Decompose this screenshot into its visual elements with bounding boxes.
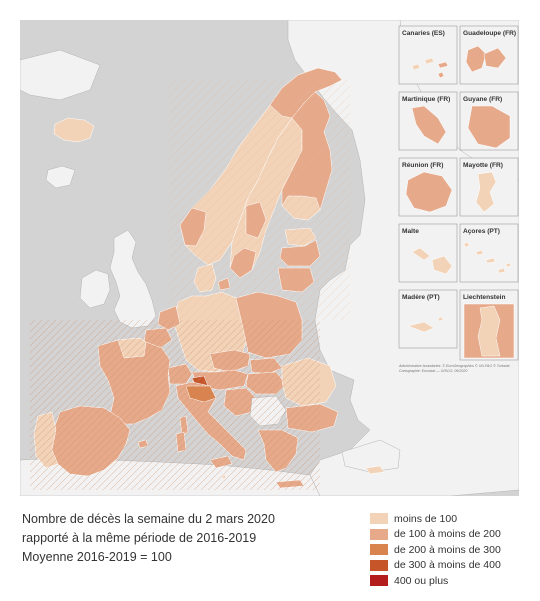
inset-guyane: Guyane (FR): [459, 91, 519, 151]
cyprus[interactable]: [365, 465, 385, 475]
legend-label: de 300 à moins de 400: [394, 559, 501, 571]
svg-text:Cartographie: Eurostat — GISCO: Cartographie: Eurostat — GISCO, 06/2020: [399, 369, 467, 373]
svg-text:Martinique (FR): Martinique (FR): [402, 96, 450, 103]
svg-text:Mayotte (FR): Mayotte (FR): [463, 162, 503, 169]
ireland: [79, 269, 111, 309]
caption-line-2: rapporté à la même période de 2016-2019: [22, 531, 257, 545]
svg-text:Madère (PT): Madère (PT): [402, 294, 440, 301]
inset-canaries: Canaries (ES): [398, 25, 458, 85]
svg-text:Administrative boundaries: © E: Administrative boundaries: © EuroGeograp…: [398, 364, 510, 368]
inset-madere: Madère (PT): [398, 289, 458, 349]
svg-text:Açores (PT): Açores (PT): [463, 228, 500, 235]
europe-map: Canaries (ES) Guadeloupe (FR) Martinique…: [20, 20, 519, 496]
legend-swatch: [370, 513, 388, 524]
legend-swatch: [370, 559, 388, 571]
legend-item: de 200 à moins de 300: [370, 542, 535, 557]
inset-liechtenstein: Liechtenstein: [459, 289, 519, 361]
caption-line-3: Moyenne 2016-2019 = 100: [22, 550, 172, 564]
inset-malte: Malte: [398, 223, 458, 283]
svg-text:Malte: Malte: [402, 228, 419, 235]
legend-label: de 200 à moins de 300: [394, 543, 501, 556]
inset-acores: Açores (PT): [459, 223, 519, 283]
svg-text:Liechtenstein: Liechtenstein: [463, 294, 506, 301]
legend-swatch: [370, 575, 388, 586]
legend-item: moins de 100: [370, 511, 535, 526]
legend-label: moins de 100: [394, 512, 458, 525]
legend-label: de 100 à moins de 200: [394, 528, 501, 540]
svg-text:Guyane (FR): Guyane (FR): [463, 96, 502, 103]
insets-panel: Canaries (ES) Guadeloupe (FR) Martinique…: [398, 25, 519, 373]
svg-text:Canaries (ES): Canaries (ES): [402, 30, 445, 37]
legend-item: 400 ou plus: [370, 573, 535, 588]
legend-item: de 300 à moins de 400: [370, 558, 535, 573]
inset-guadeloupe: Guadeloupe (FR): [459, 25, 519, 85]
legend-label: 400 ou plus: [394, 574, 449, 587]
inset-reunion: Réunion (FR): [398, 157, 458, 217]
map-legend: moins de 100 de 100 à moins de 200 de 20…: [370, 511, 535, 589]
caption-line-1: Nombre de décès la semaine du 2 mars 202…: [22, 512, 275, 526]
inset-martinique: Martinique (FR): [398, 91, 458, 151]
regional-boundaries: [30, 80, 350, 490]
legend-item: de 100 à moins de 200: [370, 527, 535, 542]
svg-text:Réunion (FR): Réunion (FR): [402, 162, 443, 169]
iceland: [53, 117, 95, 143]
inset-mayotte: Mayotte (FR): [459, 157, 519, 217]
svg-text:Guadeloupe (FR): Guadeloupe (FR): [463, 30, 516, 37]
map-caption: Nombre de décès la semaine du 2 mars 202…: [22, 510, 342, 567]
legend-swatch: [370, 528, 388, 540]
legend-swatch: [370, 544, 388, 555]
